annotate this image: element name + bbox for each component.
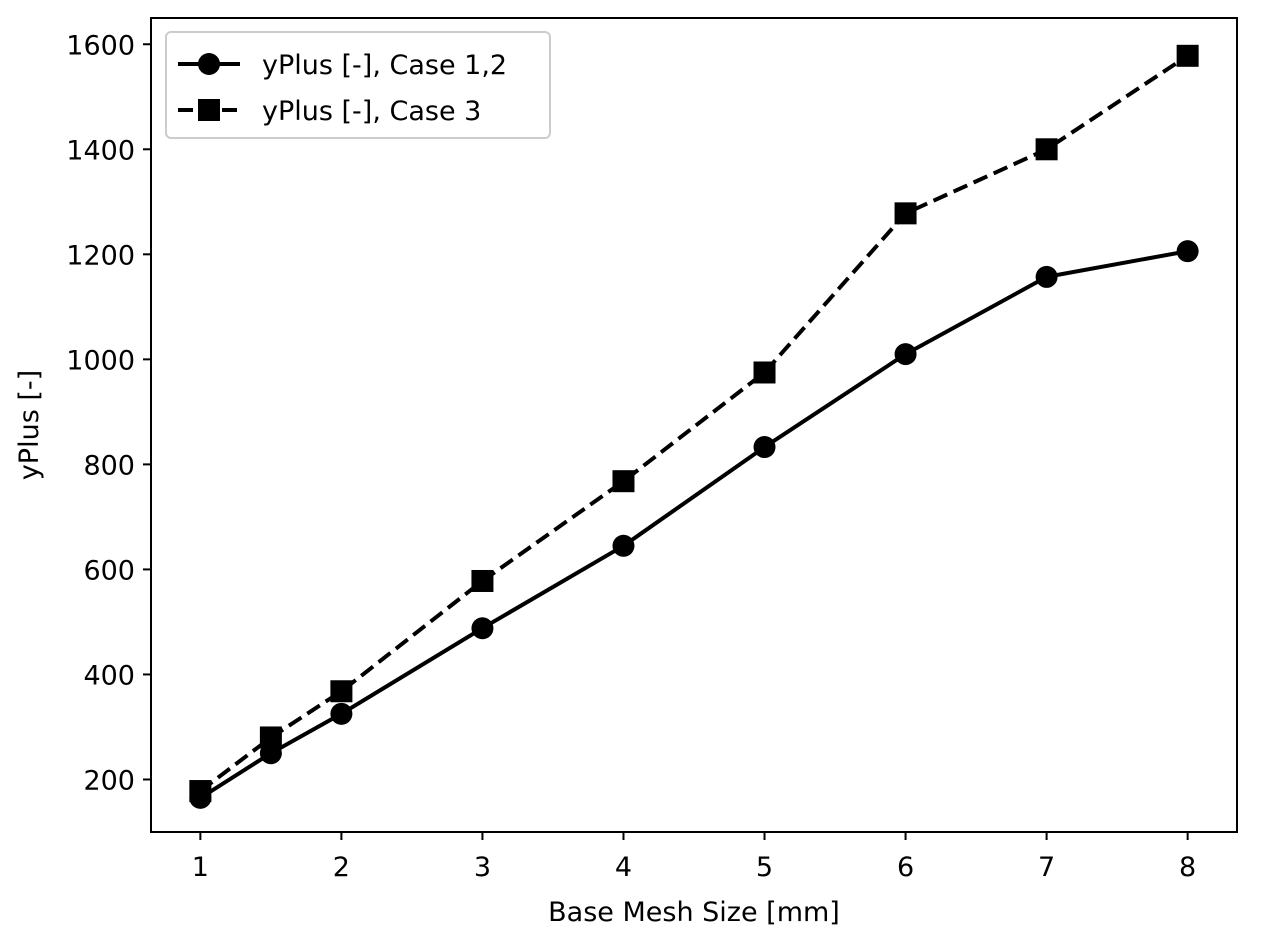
series-1-point [894, 343, 917, 366]
y-tick-label: 400 [83, 660, 135, 691]
legend-box [165, 31, 551, 139]
y-tick-label: 1600 [66, 30, 135, 61]
series-1-point [471, 617, 494, 640]
series-1-point [1035, 265, 1058, 288]
series-2-point [189, 780, 212, 803]
series-2-point [753, 361, 776, 384]
series-2-point [1035, 138, 1058, 161]
series-2-point [259, 726, 282, 749]
legend: yPlus [-], Case 1,2 yPlus [-], Case 3 [165, 31, 551, 139]
y-tick-label: 1000 [66, 345, 135, 376]
series-1-point [1176, 240, 1199, 263]
series-2-point [894, 202, 917, 225]
y-axis-label: yPlus [-] [14, 370, 45, 480]
series-layer [189, 44, 1199, 809]
x-tick-label: 5 [756, 852, 773, 883]
y-tick-label: 1400 [66, 135, 135, 166]
series-2-point [612, 470, 635, 493]
series-2-point [330, 680, 353, 703]
series-1-point [612, 534, 635, 557]
y-tick-label: 200 [83, 765, 135, 796]
y-axis-ticks: 200 400 600 800 1000 1200 1400 1600 [66, 30, 151, 796]
y-tick-label: 600 [83, 555, 135, 586]
x-tick-label: 3 [474, 852, 491, 883]
x-tick-label: 4 [615, 852, 632, 883]
legend-marker-square [198, 99, 220, 121]
series-1-point [330, 702, 353, 725]
series-2-line [199, 54, 1189, 793]
y-tick-label: 1200 [66, 240, 135, 271]
x-tick-label: 8 [1179, 852, 1196, 883]
legend-label-case-3: yPlus [-], Case 3 [262, 96, 481, 127]
series-2-point [1176, 44, 1199, 67]
x-axis-label: Base Mesh Size [mm] [548, 897, 840, 928]
series-2-point [471, 569, 494, 592]
x-tick-label: 2 [333, 852, 350, 883]
legend-label-case-1-2: yPlus [-], Case 1,2 [262, 50, 507, 81]
legend-marker-circle [198, 53, 220, 75]
x-axis-ticks: 1 2 3 4 5 6 7 8 [192, 832, 1196, 883]
x-tick-label: 6 [897, 852, 914, 883]
plot-frame [150, 17, 1238, 833]
series-1-point [753, 436, 776, 459]
x-tick-label: 7 [1038, 852, 1055, 883]
y-tick-label: 800 [83, 450, 135, 481]
x-tick-label: 1 [192, 852, 209, 883]
